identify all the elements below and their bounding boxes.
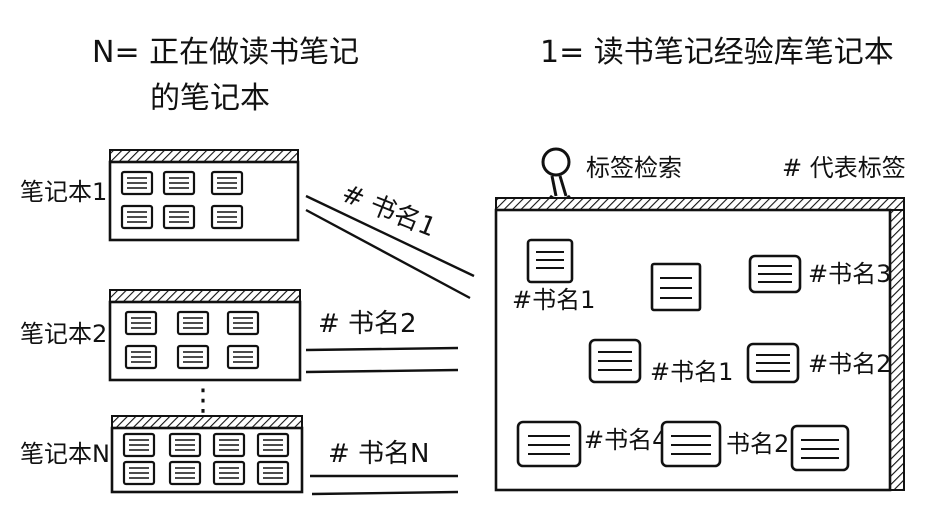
library-note-4: [588, 338, 642, 384]
notebook-1-label: 笔记本1: [20, 178, 107, 206]
connector-n: [310, 474, 459, 496]
library-note-2: [650, 262, 702, 312]
connector-1-tag: # 书名1: [337, 179, 440, 244]
library-note-6: [516, 420, 582, 468]
library-note-4-tag: #书名1: [650, 358, 733, 386]
library-note-5: [746, 342, 800, 384]
library-note-5-tag: #书名2: [808, 350, 891, 378]
library-note-3: [748, 254, 802, 294]
library-note-1-tag: #书名1: [512, 286, 595, 314]
notebook-n: [110, 415, 304, 494]
library-note-1: [526, 238, 574, 284]
notebook-n-label: 笔记本N: [20, 440, 110, 468]
connector-2-tag: # 书名2: [318, 309, 417, 339]
connector-1: [305, 194, 475, 300]
ellipsis: ⋮: [188, 383, 218, 418]
right-title: 1= 读书笔记经验库笔记本: [540, 35, 894, 70]
left-title-line1: N= 正在做读书笔记: [92, 35, 359, 70]
tag-legend: # 代表标签: [782, 154, 906, 182]
notebook-1: [108, 149, 300, 242]
library-note-7-tag: 书名2: [726, 430, 789, 458]
search-label: 标签检索: [586, 154, 682, 182]
connector-n-tag: # 书名N: [328, 439, 430, 469]
library-note-6-tag: #书名4: [584, 426, 667, 454]
library-note-3-tag: #书名3: [808, 260, 891, 288]
left-title-line2: 的笔记本: [150, 81, 270, 116]
library-note-8: [790, 424, 850, 472]
library-note-7: [660, 420, 722, 468]
notebook-2: [108, 289, 302, 382]
connector-2: [305, 346, 459, 374]
magnifier-icon: [541, 147, 571, 202]
notebook-2-label: 笔记本2: [20, 320, 107, 348]
